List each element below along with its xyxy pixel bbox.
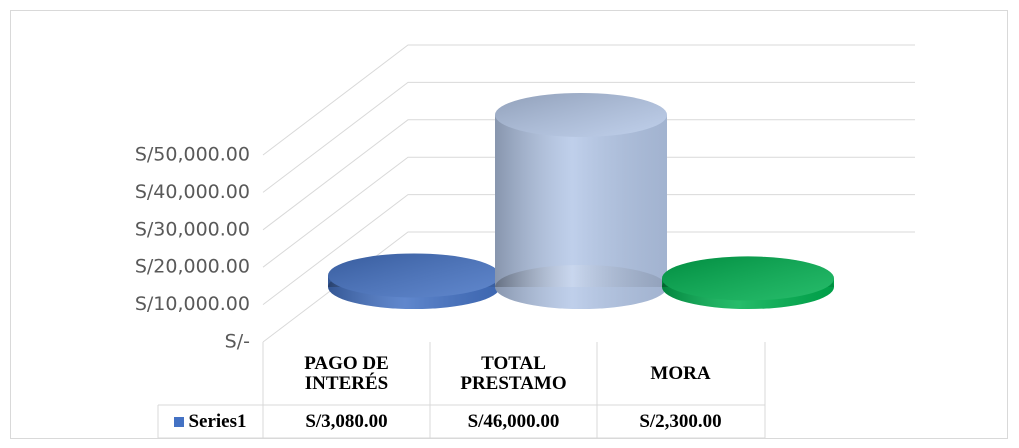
cylinder-shade [495,114,667,288]
cylinder [328,253,500,309]
legend-entry: Series1 [158,406,263,438]
grid-line [262,119,915,231]
grid-line [262,44,915,156]
grid-line [262,156,915,268]
cylinder [495,92,667,309]
y-tick-label: S/10,000.00 [135,293,250,315]
y-tick-label: S/40,000.00 [135,181,250,203]
grid-line [262,194,915,305]
legend-swatch [174,417,185,427]
y-tick-label: S/20,000.00 [135,256,250,278]
cylinder [662,256,834,309]
data-label: S/3,080.00 [305,411,388,432]
y-tick-label: S/50,000.00 [135,144,250,166]
cylinder-base-shade [495,265,667,309]
y-tick-label: S/30,000.00 [135,218,250,240]
legend-label: Series1 [188,411,247,432]
x-tick-label: TOTAL PRESTAMO [460,353,567,394]
grid-line [262,231,915,343]
cylinder-top-shade [495,92,667,137]
x-tick-label: PAGO DE INTERÉS [304,353,389,394]
data-label: S/2,300.00 [639,411,722,432]
grid-line [262,81,915,193]
y-tick-label: S/- [225,331,250,353]
x-tick-label: MORA [650,363,711,384]
cylinder-top-shade [662,256,834,301]
data-label: S/46,000.00 [467,411,560,432]
cylinder-top-shade [328,253,500,298]
